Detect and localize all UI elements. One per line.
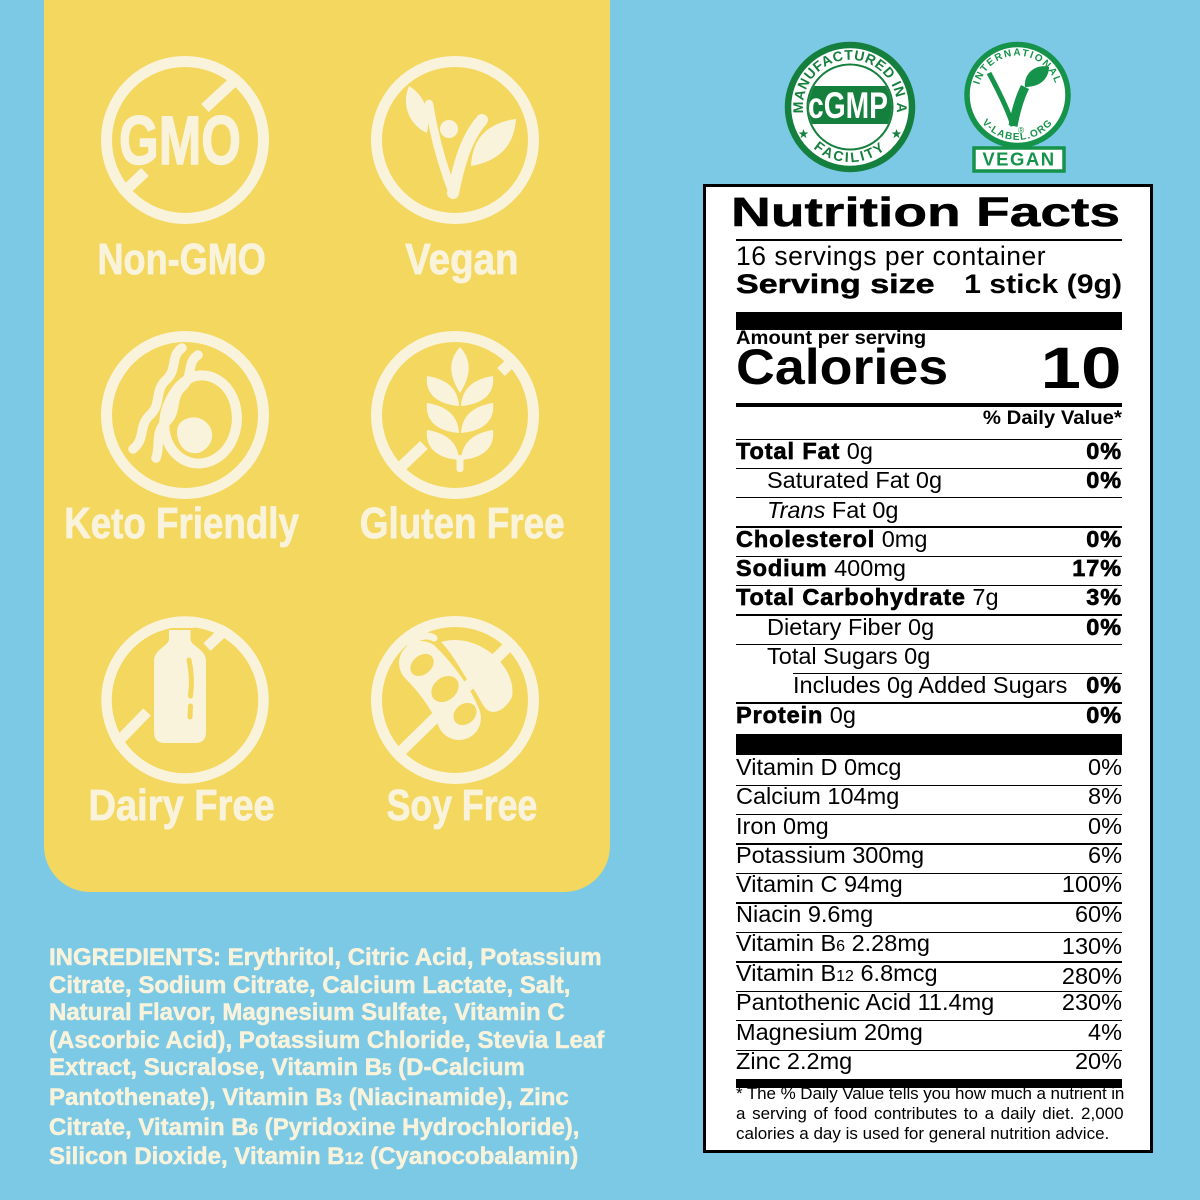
svg-text:cGMP: cGMP: [808, 85, 888, 126]
svg-text:VEGAN: VEGAN: [982, 149, 1055, 170]
svg-text:®: ®: [1018, 125, 1025, 135]
svg-text:GMO: GMO: [119, 102, 241, 179]
